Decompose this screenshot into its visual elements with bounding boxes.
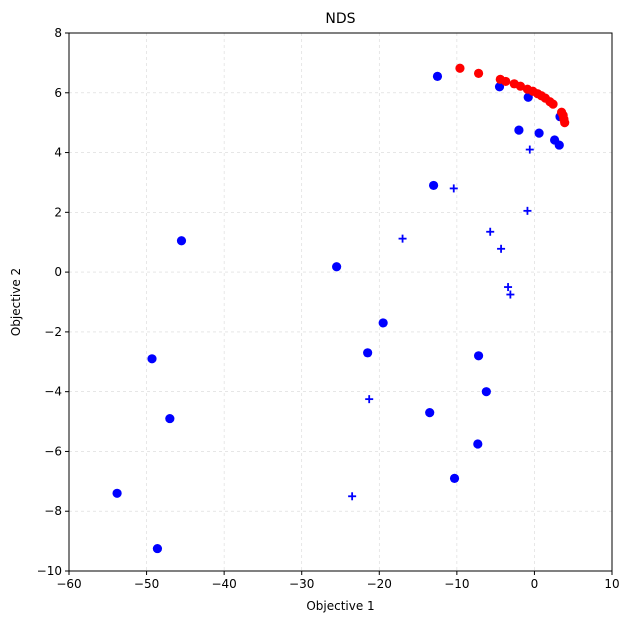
x-tick-label: −40	[211, 577, 236, 591]
x-axis-label: Objective 1	[306, 599, 374, 613]
y-axis-label: Objective 2	[9, 268, 23, 336]
red-circle-point	[473, 68, 484, 78]
plus-point	[449, 184, 458, 193]
blue-circle-point	[494, 82, 505, 92]
blue-circle-point	[554, 140, 564, 150]
plus-point	[523, 206, 532, 215]
blue-circle-point	[165, 413, 175, 424]
blue-circle-point	[112, 488, 122, 498]
red-circle-point	[548, 99, 558, 109]
x-tick-label: −20	[367, 577, 392, 591]
plus-point	[365, 395, 374, 404]
blue-circle-point	[378, 318, 388, 328]
plot-frame	[68, 32, 613, 572]
blue-circle-point	[449, 473, 460, 483]
y-tick-label: −2	[44, 325, 62, 339]
data-points	[112, 63, 570, 554]
y-tick-label: 6	[54, 86, 62, 100]
red-circle-point	[455, 63, 465, 73]
y-tick-label: 8	[54, 26, 62, 40]
y-tick-label: −10	[37, 564, 62, 578]
x-tick-label: −30	[289, 577, 314, 591]
plus-point	[398, 234, 407, 243]
blue-circle-point	[332, 262, 342, 272]
plus-point	[486, 227, 495, 236]
x-tick-label: −10	[444, 577, 469, 591]
plus-point	[504, 283, 513, 292]
plus-point	[506, 290, 515, 299]
chart-title: NDS	[325, 11, 355, 27]
x-tick-label: −50	[134, 577, 159, 591]
red-circle-point	[501, 76, 511, 87]
y-tick-label: 2	[54, 205, 62, 219]
blue-circle-point	[176, 236, 187, 246]
blue-circle-point	[363, 348, 373, 358]
red-circle-point	[515, 81, 526, 91]
y-tick-label: 4	[54, 146, 62, 160]
blue-circle-point	[473, 439, 483, 449]
x-tick-label: −60	[56, 577, 81, 591]
blue-circle-point	[425, 407, 435, 418]
red-circle-point	[560, 118, 570, 128]
blue-circle-point	[428, 180, 439, 191]
x-tick-label: 0	[531, 577, 539, 591]
blue-circle-point	[432, 71, 443, 81]
y-tick-label: −8	[44, 504, 62, 518]
blue-circle-point	[152, 543, 163, 554]
blue-circle-point	[534, 128, 544, 138]
blue-circle-point	[147, 354, 157, 364]
plus-point	[525, 145, 534, 154]
blue-circle-point	[514, 125, 524, 135]
y-tick-label: −4	[44, 385, 62, 399]
y-tick-label: 0	[54, 265, 62, 279]
blue-circle-point	[473, 351, 484, 361]
plus-point	[348, 492, 357, 501]
grid	[68, 32, 613, 572]
y-tick-label: −6	[44, 444, 62, 458]
plus-point	[497, 244, 506, 253]
x-tick-label: 10	[604, 577, 619, 591]
blue-circle-point	[481, 387, 491, 397]
